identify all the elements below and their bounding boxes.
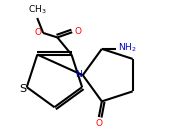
Text: CH$_3$: CH$_3$ [28,4,47,16]
Text: N: N [75,70,82,79]
Text: O: O [74,27,81,36]
Text: O: O [35,28,42,37]
Text: O: O [95,119,102,128]
Text: NH$_2$: NH$_2$ [118,42,137,54]
Text: S: S [19,84,27,94]
